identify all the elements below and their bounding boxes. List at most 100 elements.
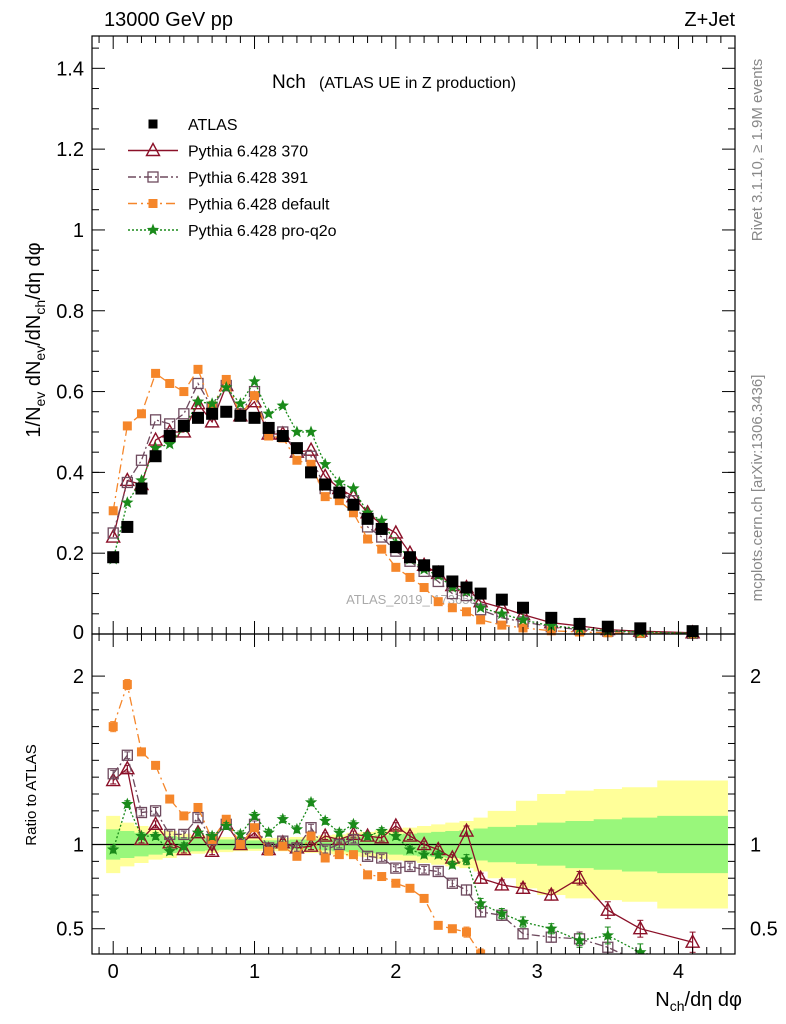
data-point [262,407,275,419]
ratio-point [235,840,245,850]
ratio-point [250,823,260,833]
ratio-series-pq2o [107,795,696,954]
data-point [119,471,136,487]
plot-title: Nch [272,72,306,93]
legend-entry-pq2o: Pythia 6.428 pro-q2o [128,223,337,240]
ratio-point [419,893,429,903]
data-point [474,587,487,600]
data-point [191,411,204,424]
ratio-point [543,886,559,901]
data-point [497,620,507,630]
data-point [234,397,247,409]
ratio-point [348,850,358,860]
series-atlas [107,405,699,638]
series-line [112,367,693,635]
data-point [495,593,508,606]
legend-label: Pythia 6.428 pro-q2o [188,223,337,240]
x-axis-label: Nch/dη dφ [655,989,742,1014]
data-point [516,613,530,626]
ratio-point [177,839,190,852]
ratio-point [333,838,345,851]
ratio-point [545,922,558,934]
ratio-point [519,970,528,979]
data-point [177,419,190,432]
data-point [121,476,133,489]
header-process-label: Z+Jet [684,9,735,31]
data-point [375,522,388,535]
data-point [476,615,486,625]
ratio-point [405,883,415,893]
ratio-point [472,869,489,884]
data-point [405,572,415,582]
data-point [347,498,360,511]
data-point [391,562,401,572]
ratio-point [516,915,530,928]
ratio-point [292,851,302,861]
ratio-point [107,843,120,855]
ratio-point [377,872,387,882]
legend: ATLAS Pythia 6.428 370 Pythia 6.428 391 Pyt… [128,117,337,240]
ratio-y-tick-label: 0.5 [56,919,84,941]
ratio-point [135,806,148,819]
data-point [474,601,487,613]
ratio-point [333,826,346,838]
data-point [149,450,162,463]
ratio-point [363,870,373,880]
ratio-point [494,876,510,891]
data-point [634,622,647,635]
ratio-point [276,812,289,825]
ratio-point [374,829,390,844]
data-point [220,405,233,418]
ratio-point [391,878,401,888]
ratio-panel: 0.5 0.5 1 1 2 2 0 1 2 3 4 Ratio to ATLAS Nch/dη dφ [23,633,778,1014]
ratio-point [303,837,319,852]
ratio-point [234,827,247,840]
data-point [419,583,429,593]
data-point [334,496,344,506]
data-point [333,486,346,499]
data-point [306,459,316,469]
data-point [433,597,443,607]
ratio-point [446,877,459,889]
ratio-point [221,814,231,824]
ratio-point [121,797,134,810]
ratio-point [205,829,219,842]
data-point [361,506,374,518]
data-point [432,565,445,578]
legend-entry-p391: Pythia 6.428 391 [128,170,308,187]
ratio-point [458,822,475,837]
legend-label: Pythia 6.428 default [188,197,330,214]
ratio-point [389,829,402,842]
ratio-point [149,829,162,842]
data-point [136,409,146,419]
ratio-y-axis-label: Ratio to ATLAS [23,744,40,845]
data-point [403,551,416,564]
x-tick-label: 2 [390,961,401,983]
ratio-point [634,945,647,954]
ratio-point [147,815,164,831]
ratio-point [133,831,150,846]
data-point [601,620,614,633]
data-point [163,430,176,443]
data-point [375,514,388,527]
ratio-point [418,864,430,876]
data-point [276,430,289,443]
ratio-point [403,843,417,855]
data-point [108,506,118,516]
ratio-point [402,827,418,842]
ratio-point [600,901,616,916]
ratio-series-group [105,678,701,979]
legend-entry-p370: Pythia 6.428 370 [128,142,308,161]
data-point [163,437,176,450]
data-point [418,559,431,572]
ratio-point [632,920,648,935]
ratio-point [460,853,473,865]
ratio-point [304,795,318,808]
ratio-point [474,897,487,909]
data-point [461,607,471,617]
ratio-point [432,848,445,860]
ratio-point [191,826,205,838]
ratio-point [107,768,119,780]
ratio-y-tick-label-right: 0.5 [750,919,778,941]
data-point [389,541,402,554]
